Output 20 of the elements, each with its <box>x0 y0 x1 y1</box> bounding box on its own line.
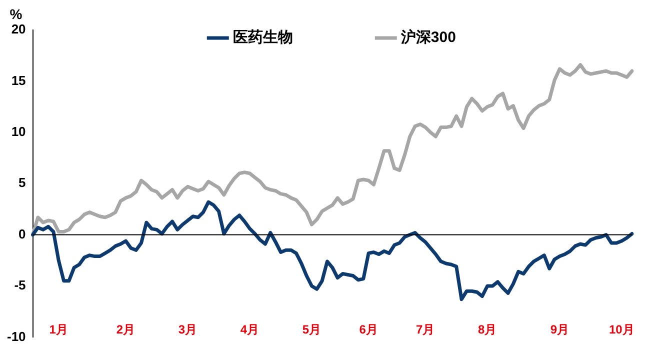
y-axis-title: % <box>10 6 23 22</box>
x-tick-label: 3月 <box>178 322 198 337</box>
legend-label: 沪深300 <box>400 28 456 46</box>
x-tick-label: 9月 <box>550 322 570 337</box>
x-tick-label: 10月 <box>608 322 634 337</box>
x-tick-label: 1月 <box>49 322 68 337</box>
x-tick-label: 7月 <box>416 322 435 337</box>
y-tick-label: -5 <box>14 278 26 293</box>
y-tick-label: 0 <box>18 226 26 242</box>
y-tick-label: 20 <box>11 22 26 37</box>
x-tick-label: 6月 <box>359 322 378 337</box>
x-tick-label: 4月 <box>240 322 260 337</box>
x-tick-label: 5月 <box>302 322 322 337</box>
y-tick-label: 10 <box>11 124 26 139</box>
legend-label: 医药生物 <box>232 29 293 46</box>
x-tick-label: 8月 <box>478 322 497 337</box>
y-tick-label: 5 <box>18 175 26 190</box>
y-tick-label: -10 <box>6 328 26 344</box>
y-tick-label: 15 <box>11 72 26 88</box>
x-tick-label: 2月 <box>116 322 136 337</box>
